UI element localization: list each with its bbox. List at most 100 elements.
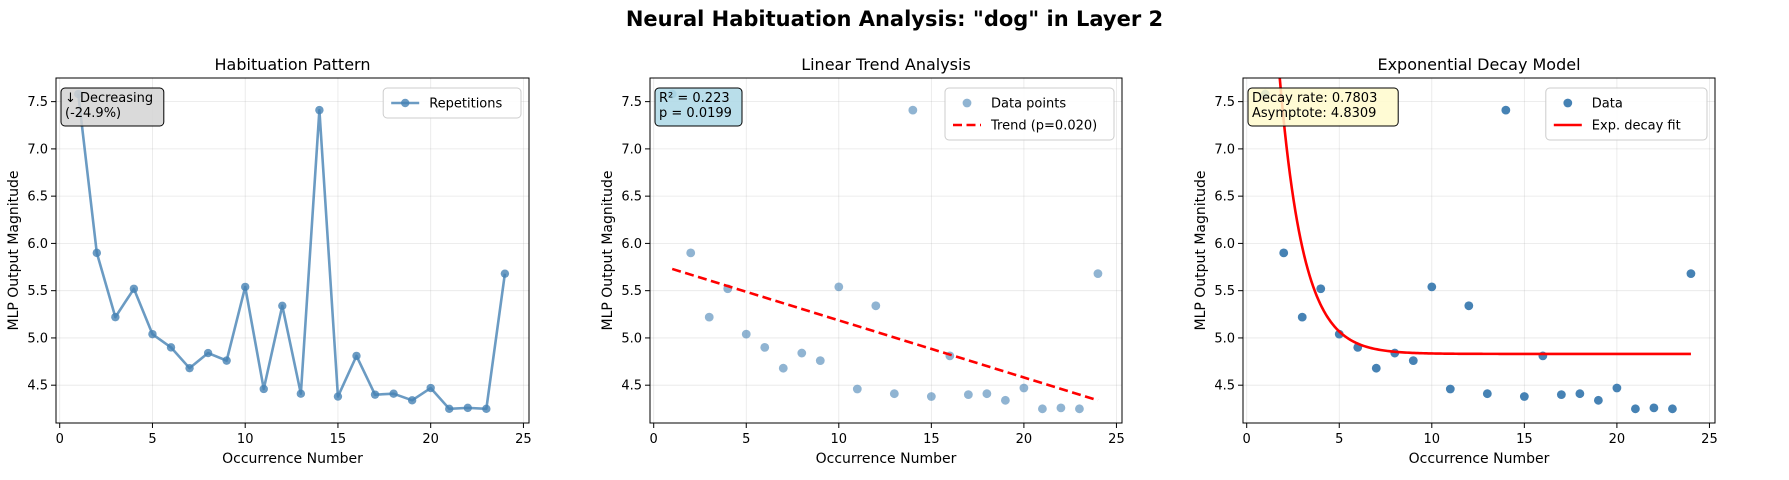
data-point	[148, 329, 157, 339]
data-point	[1519, 392, 1529, 401]
y-tick-label: 6.5	[1214, 190, 1235, 205]
annotation-box	[1247, 87, 1399, 127]
x-axis-label: Occurrence Number	[1409, 451, 1550, 467]
data-point	[389, 389, 398, 398]
y-tick-label: 7.0	[27, 142, 48, 157]
x-tick-label: 0	[1243, 432, 1251, 447]
annotation-text: R² = 0.223	[659, 91, 730, 106]
y-tick-label: 4.5	[27, 379, 48, 394]
y-tick-label: 7.0	[621, 142, 642, 157]
y-tick-label: 5.0	[27, 331, 48, 346]
legend-handle-marker	[962, 98, 972, 108]
legend-box	[1545, 87, 1708, 141]
legend-label: Repetitions	[429, 97, 502, 112]
data-point	[1668, 404, 1677, 414]
x-tick-label: 0	[56, 432, 64, 447]
x-tick-label: 25	[1701, 432, 1718, 447]
x-axis-label: Occurrence Number	[222, 451, 363, 467]
x-tick-label: 10	[1424, 432, 1441, 447]
y-tick-label: 6.5	[621, 190, 642, 205]
data-point	[908, 105, 918, 115]
series-line-repetitions	[76, 93, 507, 411]
data-point	[1482, 389, 1492, 399]
y-tick-label: 5.5	[27, 284, 48, 299]
data-point	[1279, 248, 1289, 258]
data-point	[778, 363, 788, 373]
x-tick-label: 15	[330, 432, 347, 447]
data-point	[834, 282, 844, 292]
data-point	[463, 403, 472, 413]
legend-label: Trend (p=0.020)	[990, 119, 1097, 134]
data-point	[889, 389, 899, 399]
data-point	[1427, 282, 1437, 292]
y-tick-label: 6.0	[1214, 237, 1235, 252]
annotation-box	[654, 87, 743, 127]
data-point	[482, 404, 491, 414]
legend-label: Exp. decay fit	[1592, 119, 1681, 134]
data-point	[407, 396, 417, 405]
data-point	[741, 329, 751, 339]
data-point	[296, 389, 306, 398]
x-tick-label: 5	[742, 432, 750, 447]
data-point	[259, 384, 268, 394]
data-point	[1686, 269, 1696, 279]
y-tick-label: 6.0	[621, 237, 642, 252]
x-tick-label: 20	[422, 432, 439, 447]
data-point	[1612, 383, 1622, 393]
data-point	[1575, 389, 1585, 399]
plot-area	[667, 89, 1103, 414]
data-point	[111, 312, 120, 322]
annotation-text: Decay rate: 0.7803	[1252, 91, 1377, 106]
x-tick-label: 15	[1516, 432, 1533, 447]
x-axis-label: Occurrence Number	[816, 451, 957, 467]
annotation-text: Asymptote: 4.8309	[1252, 106, 1376, 121]
data-point	[1408, 356, 1418, 366]
data-point	[963, 390, 973, 400]
trend-line	[671, 267, 1099, 402]
data-point	[370, 390, 380, 399]
data-point	[760, 342, 770, 352]
data-point	[445, 404, 454, 414]
x-tick-label: 15	[923, 432, 940, 447]
data-point	[1056, 403, 1066, 413]
y-tick-label: 5.5	[1214, 284, 1235, 299]
data-point	[1501, 105, 1511, 115]
y-tick-label: 5.0	[621, 331, 642, 346]
data-point	[1000, 395, 1010, 405]
annotation-box	[60, 87, 165, 127]
y-tick-label: 7.0	[1214, 142, 1235, 157]
legend: Data points Trend (p=0.020)	[944, 87, 1115, 141]
y-axis-label: MLP Output Magnitude	[600, 170, 616, 330]
data-point	[1371, 363, 1381, 373]
data-point	[1649, 403, 1659, 413]
legend-handle-marker	[1563, 98, 1573, 108]
legend-handle-marker	[401, 98, 410, 108]
y-axis-label: MLP Output Magnitude	[6, 170, 22, 330]
data-point	[203, 348, 213, 358]
exp-decay-fit-line	[1278, 78, 1691, 356]
data-point	[166, 343, 176, 352]
y-tick-label: 6.5	[27, 190, 48, 205]
x-tick-label: 25	[1108, 432, 1125, 447]
data-point	[129, 284, 139, 293]
y-tick-label: 5.0	[1214, 331, 1235, 346]
annotation-text: p = 0.0199	[659, 106, 732, 121]
data-point	[278, 301, 287, 310]
y-tick-label: 4.5	[1214, 379, 1235, 394]
data-point	[1038, 404, 1047, 414]
x-tick-label: 10	[831, 432, 848, 447]
data-point	[92, 248, 102, 258]
legend-label: Data points	[991, 97, 1066, 112]
legend: Data Exp. decay fit	[1545, 87, 1708, 141]
panel-title: Linear Trend Analysis	[801, 55, 971, 74]
legend-box	[944, 87, 1115, 141]
y-tick-label: 7.5	[621, 95, 642, 110]
y-axis-label: MLP Output Magnitude	[1193, 170, 1209, 330]
legend: Repetitions	[382, 87, 522, 119]
data-point	[1445, 384, 1455, 394]
panel-2: 0 5 10 15 20 25 4.5 5.0 5.5 6.0 6.5 7.0 7.5 Linear Tr…	[600, 55, 1125, 467]
data-point	[871, 301, 881, 311]
legend-box	[382, 87, 522, 119]
x-tick-label: 5	[148, 432, 156, 447]
